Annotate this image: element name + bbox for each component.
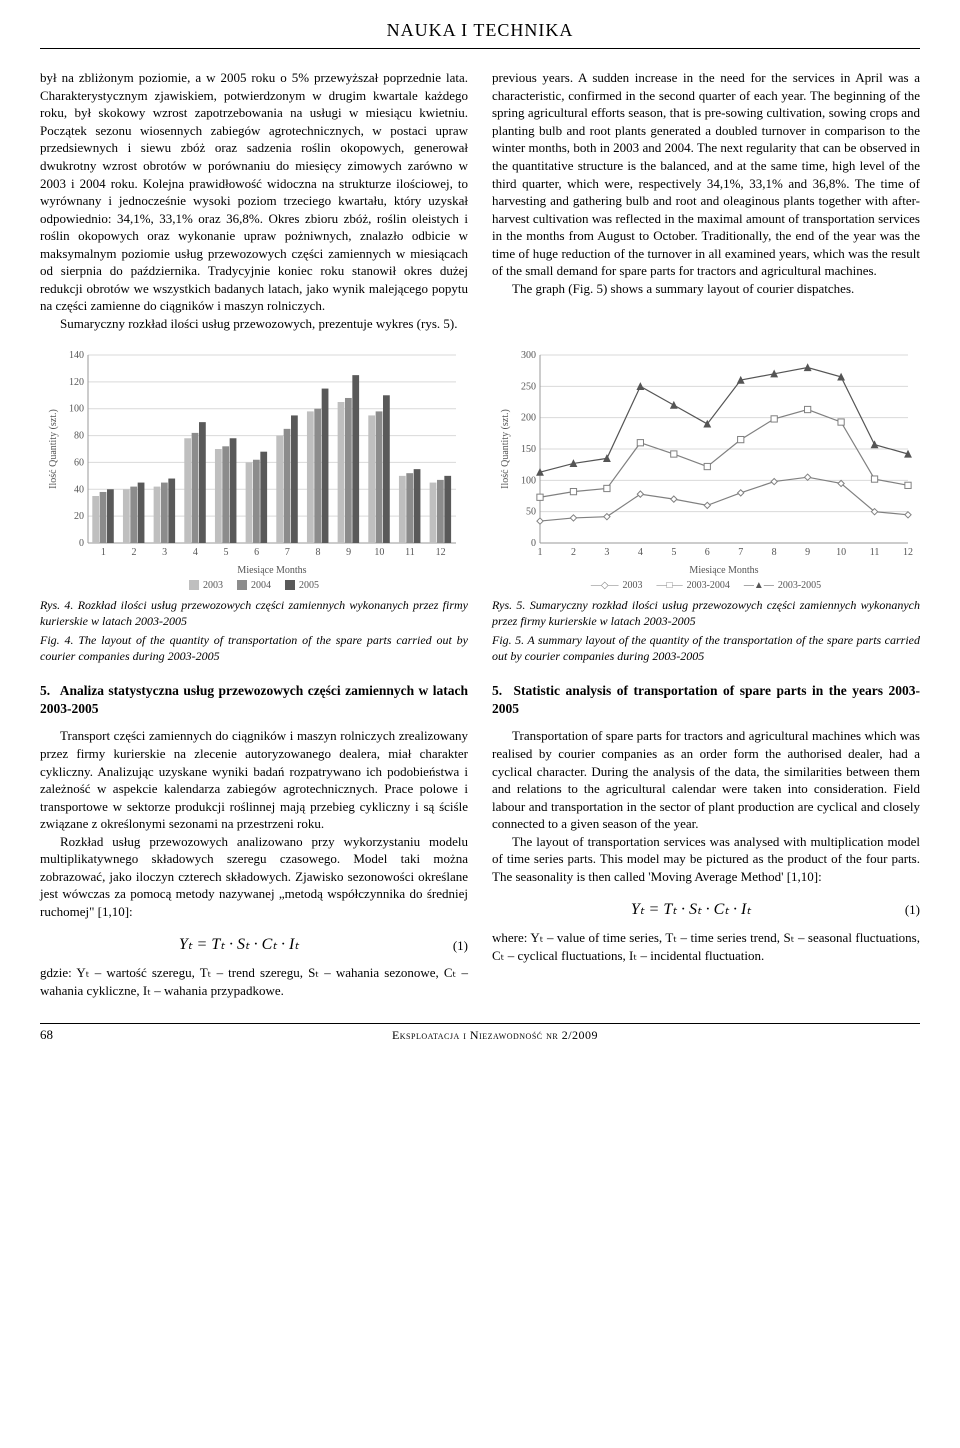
- sec5-right-heading: 5. Statistic analysis of transportation …: [492, 682, 920, 717]
- line-chart: 050100150200250300123456789101112Miesiąc…: [492, 347, 920, 577]
- svg-text:12: 12: [903, 547, 913, 558]
- svg-text:4: 4: [193, 547, 198, 558]
- fig4-fig: Fig. 4. The layout of the quantity of tr…: [40, 633, 468, 664]
- sec5-left-p2: Rozkład usług przewozowych analizowano p…: [40, 833, 468, 921]
- text-columns-top: był na zbliżonym poziomie, a w 2005 roku…: [40, 69, 920, 332]
- header-rule: [40, 48, 920, 49]
- svg-text:200: 200: [521, 412, 536, 423]
- svg-text:4: 4: [638, 547, 643, 558]
- svg-text:2: 2: [571, 547, 576, 558]
- svg-text:40: 40: [74, 484, 84, 495]
- svg-text:120: 120: [69, 376, 84, 387]
- line-chart-col: 050100150200250300123456789101112Miesiąc…: [492, 333, 920, 665]
- svg-text:Ilość Quantity (szt.): Ilość Quantity (szt.): [500, 409, 511, 489]
- svg-text:5: 5: [224, 547, 229, 558]
- sec5-num: 5.: [40, 682, 56, 700]
- eqn-left: Yₜ = Tₜ · Sₜ · Cₜ · Iₜ (1): [40, 934, 468, 956]
- svg-text:50: 50: [526, 506, 536, 517]
- svg-text:10: 10: [374, 547, 384, 558]
- svg-text:Miesiące Months: Miesiące Months: [689, 565, 758, 576]
- svg-text:2: 2: [132, 547, 137, 558]
- left-p2: Sumaryczny rozkład ilości usług przewozo…: [40, 315, 468, 333]
- svg-text:20: 20: [74, 511, 84, 522]
- left-p1: był na zbliżonym poziomie, a w 2005 roku…: [40, 69, 468, 315]
- right-column: previous years. A sudden increase in the…: [492, 69, 920, 332]
- eqn-left-formula: Yₜ = Tₜ · Sₜ · Cₜ · Iₜ: [40, 934, 438, 956]
- svg-text:100: 100: [521, 475, 536, 486]
- svg-text:1: 1: [101, 547, 106, 558]
- svg-text:3: 3: [162, 547, 167, 558]
- section5-cols: 5. Analiza statystyczna usług przewozowy…: [40, 664, 920, 999]
- svg-text:300: 300: [521, 350, 536, 361]
- sec5-right: 5. Statistic analysis of transportation …: [492, 664, 920, 999]
- sec5-num-r: 5.: [492, 682, 508, 700]
- fig5-fig: Fig. 5. A summary layout of the quantity…: [492, 633, 920, 664]
- bar-legend: 200320042005: [40, 579, 468, 593]
- svg-text:6: 6: [705, 547, 710, 558]
- page-header: NAUKA I TECHNIKA: [40, 18, 920, 42]
- svg-text:140: 140: [69, 350, 84, 361]
- sec5-left-heading: 5. Analiza statystyczna usług przewozowy…: [40, 682, 468, 717]
- svg-text:0: 0: [531, 538, 536, 549]
- sec5-left-title: Analiza statystyczna usług przewozowych …: [40, 683, 468, 716]
- svg-text:9: 9: [805, 547, 810, 558]
- svg-text:0: 0: [79, 538, 84, 549]
- svg-text:8: 8: [772, 547, 777, 558]
- line-legend: —◇—2003—□—2003-2004—▲—2003-2005: [492, 579, 920, 593]
- left-column: był na zbliżonym poziomie, a w 2005 roku…: [40, 69, 468, 332]
- sec5-left-p1: Transport części zamiennych do ciągników…: [40, 727, 468, 832]
- eqn-right-formula: Yₜ = Tₜ · Sₜ · Cₜ · Iₜ: [492, 899, 890, 921]
- page-number: 68: [40, 1026, 70, 1044]
- svg-text:100: 100: [69, 403, 84, 414]
- eqn-right-num: (1): [890, 901, 920, 919]
- charts-row: 020406080100120140123456789101112Miesiąc…: [40, 333, 920, 665]
- svg-text:Ilość Quantity (szt.): Ilość Quantity (szt.): [48, 409, 59, 489]
- bar-chart: 020406080100120140123456789101112Miesiąc…: [40, 347, 468, 577]
- svg-text:1: 1: [538, 547, 543, 558]
- sec5-right-p1: Transportation of spare parts for tracto…: [492, 727, 920, 832]
- svg-text:150: 150: [521, 444, 536, 455]
- svg-text:11: 11: [405, 547, 415, 558]
- svg-text:80: 80: [74, 430, 84, 441]
- svg-text:9: 9: [346, 547, 351, 558]
- svg-text:Miesiące Months: Miesiące Months: [237, 565, 306, 576]
- svg-text:7: 7: [738, 547, 743, 558]
- right-p2: The graph (Fig. 5) shows a summary layou…: [492, 280, 920, 298]
- sec5-right-p3: where: Yₜ – value of time series, Tₜ – t…: [492, 929, 920, 964]
- svg-text:3: 3: [604, 547, 609, 558]
- sec5-left: 5. Analiza statystyczna usług przewozowy…: [40, 664, 468, 999]
- page-footer: 68 Eksploatacja i Niezawodność nr 2/2009: [40, 1023, 920, 1044]
- fig4-rys: Rys. 4. Rozkład ilości usług przewozowyc…: [40, 598, 468, 629]
- svg-text:60: 60: [74, 457, 84, 468]
- svg-text:10: 10: [836, 547, 846, 558]
- eqn-right: Yₜ = Tₜ · Sₜ · Cₜ · Iₜ (1): [492, 899, 920, 921]
- sec5-left-p3: gdzie: Yₜ – wartość szeregu, Tₜ – trend …: [40, 964, 468, 999]
- svg-text:6: 6: [254, 547, 259, 558]
- svg-text:8: 8: [316, 547, 321, 558]
- bar-chart-col: 020406080100120140123456789101112Miesiąc…: [40, 333, 468, 665]
- eqn-left-num: (1): [438, 937, 468, 955]
- svg-text:7: 7: [285, 547, 290, 558]
- svg-text:250: 250: [521, 381, 536, 392]
- fig5-rys: Rys. 5. Sumaryczny rozkład ilości usług …: [492, 598, 920, 629]
- sec5-right-title: Statistic analysis of transportation of …: [492, 683, 920, 716]
- sec5-right-p2: The layout of transportation services wa…: [492, 833, 920, 886]
- right-p1: previous years. A sudden increase in the…: [492, 69, 920, 280]
- svg-text:11: 11: [870, 547, 880, 558]
- footer-text: Eksploatacja i Niezawodność nr 2/2009: [70, 1027, 920, 1043]
- svg-text:12: 12: [436, 547, 446, 558]
- svg-text:5: 5: [671, 547, 676, 558]
